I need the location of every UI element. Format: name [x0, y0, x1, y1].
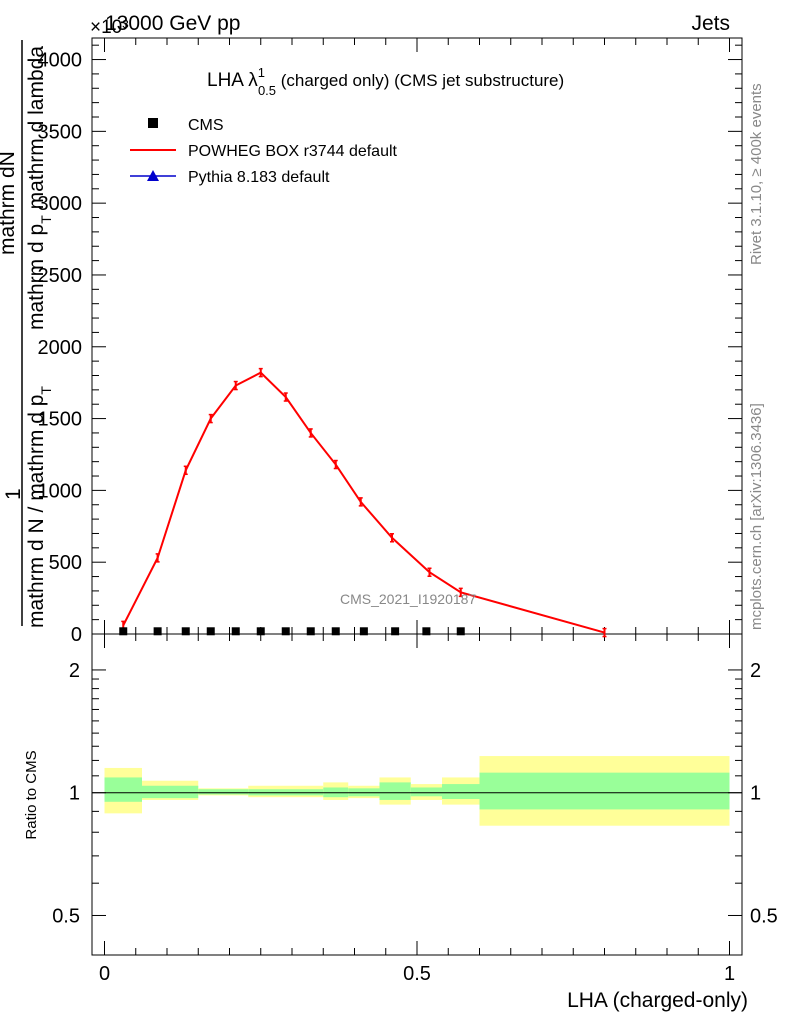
- x-tick-label: 0.5: [403, 963, 431, 985]
- ratio-y-tick-label: 2: [69, 660, 80, 682]
- cms-data-point: [256, 627, 265, 636]
- process-label: Jets: [691, 12, 730, 35]
- cms-data-point: [119, 627, 128, 636]
- ratio-y-tick-label-right: 1: [750, 783, 761, 805]
- cms-data-point: [422, 627, 431, 636]
- y-label-prefix: 1: [2, 488, 25, 500]
- cms-data-point: [231, 627, 240, 636]
- main-y-ticks: 0 500 1000 1500 2000 2500 3000 3500 4000: [38, 44, 742, 646]
- legend-cms-marker: [148, 118, 158, 128]
- plot-title: LHA λ1 0.5 (charged only) (CMS jet substr…: [207, 65, 564, 98]
- series-cms: [119, 627, 465, 636]
- main-y-tick-label: 1000: [38, 480, 83, 502]
- y-label-top-den-sub: T: [38, 215, 54, 224]
- ratio-y-tick-label: 0.5: [52, 905, 80, 927]
- energy-label: 13000 GeV pp: [105, 12, 240, 35]
- main-y-label: 1 mathrm dN mathrm d pT mathrm d lambda …: [0, 40, 54, 628]
- analysis-watermark: CMS_2021_I1920187: [340, 591, 476, 607]
- legend-pythia-marker: [147, 170, 159, 181]
- side-label-bottom: mcplots.cern.ch [arXiv:1306.3436]: [748, 403, 765, 630]
- main-y-tick-label: 3500: [38, 121, 83, 143]
- ratio-band-inner: [479, 772, 730, 810]
- ratio-band-inner: [410, 787, 442, 797]
- plot-title-rest: (charged only) (CMS jet substructure): [276, 71, 564, 90]
- ratio-y-tick-label: 1: [69, 783, 80, 805]
- cms-data-point: [456, 627, 465, 636]
- ratio-band-inner: [442, 784, 480, 800]
- ratio-band-inner: [142, 785, 199, 799]
- ratio-y-tick-label-right: 0.5: [750, 905, 778, 927]
- cms-data-point: [391, 627, 400, 636]
- main-y-tick-label: 1500: [38, 409, 83, 431]
- cms-data-point: [153, 627, 162, 636]
- legend-powheg-label: POWHEG BOX r3744 default: [188, 143, 398, 160]
- main-y-tick-label: 0: [71, 624, 82, 646]
- plot-title-sub: 0.5: [258, 83, 276, 98]
- x-ticks: 0 0.5 1: [99, 38, 735, 985]
- y-label-bottom-num-sub: T: [38, 386, 54, 395]
- cms-data-point: [181, 627, 190, 636]
- x-tick-label: 1: [724, 963, 735, 985]
- cms-data-point: [359, 627, 368, 636]
- ratio-band-inner: [198, 789, 249, 795]
- main-y-tick-label: 4000: [38, 50, 83, 72]
- plot-title-sup: 1: [258, 65, 265, 80]
- main-y-tick-label: 500: [49, 552, 82, 574]
- x-axis-label: LHA (charged-only): [567, 989, 748, 1012]
- ratio-y-label: Ratio to CMS: [23, 750, 40, 839]
- y-label-top-fraction: mathrm dN: [0, 151, 19, 255]
- cms-data-point: [306, 627, 315, 636]
- cms-data-point: [331, 627, 340, 636]
- legend: CMS POWHEG BOX r3744 default Pythia 8.18…: [130, 117, 398, 186]
- y-label-top-den-rest: mathrm d lambda: [25, 46, 48, 216]
- ratio-bands: [92, 756, 742, 826]
- legend-pythia-label: Pythia 8.183 default: [188, 169, 330, 186]
- main-y-tick-label: 2500: [38, 265, 83, 287]
- ratio-y-ticks: 0.5 0.5 1 1 2 2: [52, 660, 778, 928]
- y-label-bottom-numerator: mathrm d N / mathrm d pT: [25, 386, 54, 628]
- ratio-band-inner: [379, 782, 411, 800]
- side-label-top: Rivet 3.1.10, ≥ 400k events: [748, 83, 765, 265]
- cms-data-point: [281, 627, 290, 636]
- ratio-y-tick-label-right: 2: [750, 660, 761, 682]
- cms-data-point: [206, 627, 215, 636]
- exponent-label: ×10³: [90, 17, 129, 38]
- legend-cms-label: CMS: [188, 117, 224, 134]
- y-label-top-denominator: mathrm d pT mathrm d lambda: [25, 46, 54, 330]
- x-tick-label: 0: [99, 963, 110, 985]
- main-y-tick-label: 3000: [38, 193, 83, 215]
- powheg-line: [122, 371, 605, 634]
- main-y-tick-label: 2000: [38, 337, 83, 359]
- ratio-band-inner: [104, 777, 142, 802]
